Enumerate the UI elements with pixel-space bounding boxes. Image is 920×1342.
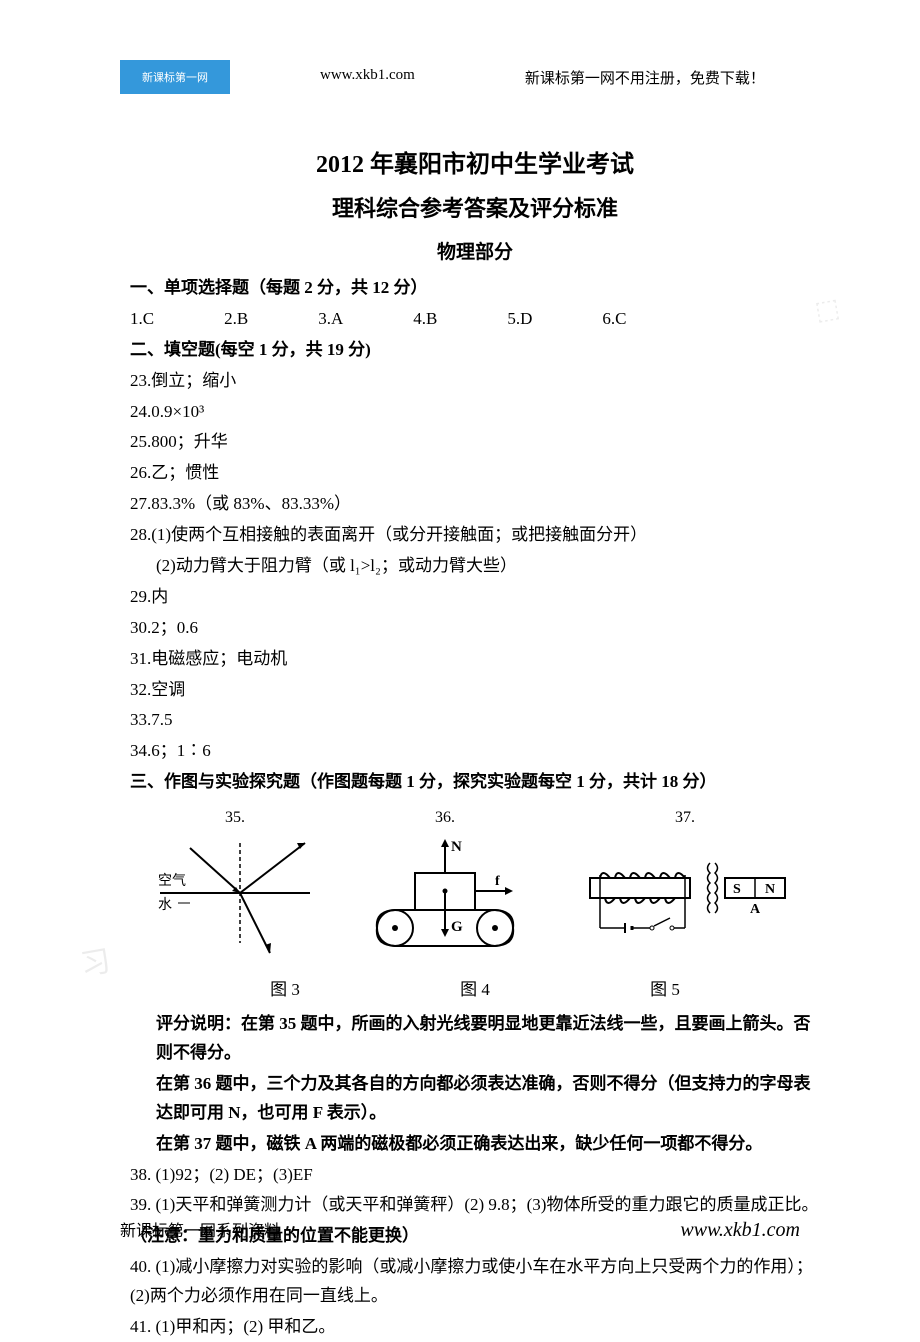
svg-text:N: N xyxy=(451,839,462,855)
figures-row: 35. 空气 水 36. xyxy=(130,799,820,969)
answer-line: 30.2；0.6 xyxy=(130,614,820,643)
answer-line: 28.(1)使两个互相接触的表面离开（或分开接触面；或把接触面分开） xyxy=(130,521,820,550)
figure-35: 35. 空气 水 xyxy=(150,809,320,969)
page-footer: 新课标第一网系列资料 www.xkb1.com xyxy=(0,1217,920,1242)
logo-text: 新课标第一网 xyxy=(142,69,208,85)
answer-line: 31.电磁感应；电动机 xyxy=(130,645,820,674)
page-header: 新课标第一网 www.xkb1.com 新课标第一网不用注册，免费下载！ xyxy=(0,0,920,104)
mc-answer: 3.A xyxy=(318,305,343,334)
note-line: 评分说明：在第 35 题中，所画的入射光线要明显地更靠近法线一些，且要画上箭头。… xyxy=(130,1010,820,1068)
fig-num: 36. xyxy=(435,809,455,827)
header-slogan: 新课标第一网不用注册，免费下载！ xyxy=(525,67,765,88)
answer-line: 27.83.3%（或 83%、83.33%） xyxy=(130,490,820,519)
header-text: www.xkb1.com 新课标第一网不用注册，免费下载！ xyxy=(320,67,765,88)
answer-line: 32.空调 xyxy=(130,676,820,705)
note-line: 在第 37 题中，磁铁 A 两端的磁极都必须正确表达出来，缺少任何一项都不得分。 xyxy=(130,1130,820,1159)
answer-line: 26.乙；惯性 xyxy=(130,459,820,488)
figure-36: 36. N f G xyxy=(345,809,545,969)
answer-line: 40. (1)减小摩擦力对实验的影响（或减小摩擦力或使小车在水平方向上只受两个力… xyxy=(130,1253,820,1311)
fig-label: 图 4 xyxy=(460,975,490,1000)
mc-answer: 4.B xyxy=(413,305,437,334)
section2-heading: 二、填空题(每空 1 分，共 19 分) xyxy=(130,336,820,365)
title-section: 物理部分 xyxy=(130,237,820,264)
section3-heading: 三、作图与实验探究题（作图题每题 1 分，探究实验题每空 1 分，共计 18 分… xyxy=(130,768,820,797)
fig-num: 35. xyxy=(225,809,245,827)
force-diagram: N f G xyxy=(345,833,545,963)
document-content: 2012 年襄阳市初中生学业考试 理科综合参考答案及评分标准 物理部分 一、单项… xyxy=(0,104,920,1342)
fig-label: 图 5 xyxy=(650,975,680,1000)
answer-line: 33.7.5 xyxy=(130,706,820,735)
answer-line: 38. (1)92；(2) DE；(3)EF xyxy=(130,1161,820,1190)
section1-heading: 一、单项选择题（每题 2 分，共 12 分） xyxy=(130,274,820,303)
footer-site: www.xkb1.com xyxy=(680,1219,800,1242)
mc-answer: 5.D xyxy=(507,305,532,334)
answer-line: (2)动力臂大于阻力臂（或 l₁>l₂；或动力臂大些） xyxy=(130,552,820,581)
answer-line: 25.800；升华 xyxy=(130,428,820,457)
answer-line: 29.内 xyxy=(130,583,820,612)
mc-answer: 6.C xyxy=(602,305,626,334)
mc-answer: 2.B xyxy=(224,305,248,334)
answer-line: 23.倒立；缩小 xyxy=(130,367,820,396)
answer-line: 41. (1)甲和丙；(2) 甲和乙。 xyxy=(130,1313,820,1342)
answer-line: 34.6；1∶6 xyxy=(130,737,820,766)
fig-label: 图 3 xyxy=(270,975,300,1000)
footer-left: 新课标第一网系列资料 xyxy=(120,1217,280,1241)
svg-text:S: S xyxy=(733,882,741,897)
mc-answer: 1.C xyxy=(130,305,154,334)
fig-num: 37. xyxy=(675,809,695,827)
title-sub: 理科综合参考答案及评分标准 xyxy=(130,191,820,223)
svg-text:N: N xyxy=(765,882,775,897)
solenoid-diagram: S N A xyxy=(570,833,800,963)
refraction-diagram: 空气 水 xyxy=(150,833,320,963)
water-label: 水 xyxy=(158,897,172,913)
logo-badge: 新课标第一网 xyxy=(120,60,230,94)
note-line: 在第 36 题中，三个力及其各自的方向都必须表达准确，否则不得分（但支持力的字母… xyxy=(130,1070,820,1128)
figure-37: 37. S N A xyxy=(570,809,800,969)
air-label: 空气 xyxy=(158,873,186,889)
mc-answers-row: 1.C 2.B 3.A 4.B 5.D 6.C xyxy=(130,305,820,334)
answer-line: 24.0.9×10³ xyxy=(130,398,820,427)
title-main: 2012 年襄阳市初中生学业考试 xyxy=(130,144,820,179)
figure-labels-row: 图 3 图 4 图 5 xyxy=(130,969,820,1010)
svg-text:G: G xyxy=(451,919,463,935)
svg-text:A: A xyxy=(750,902,761,917)
svg-text:f: f xyxy=(495,874,500,889)
header-url: www.xkb1.com xyxy=(320,67,415,88)
